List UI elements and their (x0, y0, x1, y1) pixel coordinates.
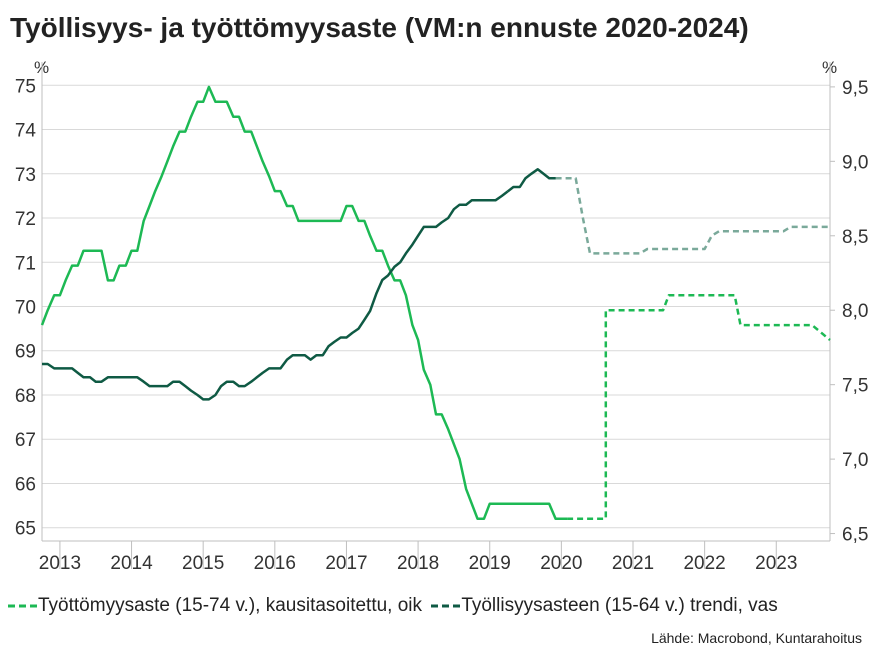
right-tick-label: 7,5 (842, 376, 868, 397)
left-tick-label: 74 (15, 121, 37, 142)
legend-label-unemployment: Työttömyysaste (15-74 v.), kausitasoitet… (38, 595, 423, 616)
left-tick-label: 68 (15, 386, 36, 407)
legend-swatch-unemployment (8, 604, 38, 608)
x-tick-label: 2018 (397, 553, 439, 574)
right-tick-label: 8,0 (842, 301, 868, 322)
left-tick-label: 67 (15, 430, 36, 451)
right-tick-label: 7,0 (842, 450, 868, 471)
x-tick-label: 2022 (683, 553, 725, 574)
x-tick-label: 2023 (755, 553, 797, 574)
legend-item-employment: Työllisyysasteen (15-64 v.) trendi, vas (431, 595, 778, 617)
left-tick-label: 70 (15, 298, 36, 319)
x-tick-label: 2013 (39, 553, 81, 574)
employment-line-solid-2 (42, 190, 509, 401)
right-tick-label: 6,5 (842, 525, 868, 546)
x-tick-label: 2019 (469, 553, 511, 574)
x-tick-label: 2016 (254, 553, 296, 574)
left-tick-label: 75 (15, 76, 36, 97)
legend-item-unemployment: Työttömyysaste (15-74 v.), kausitasoitet… (8, 595, 422, 617)
legend-swatch-employment (431, 604, 462, 608)
x-tick-label: 2015 (182, 553, 224, 574)
chart-title: Työllisyys- ja työttömyysaste (VM:n ennu… (10, 12, 749, 43)
legend: Työttömyysaste (15-74 v.), kausitasoitet… (8, 594, 782, 617)
source-note: Lähde: Macrobond, Kuntarahoitus (651, 630, 862, 646)
x-tick-label: 2014 (110, 553, 153, 574)
employment-line-solid-3 (506, 168, 562, 193)
left-tick-label: 73 (15, 165, 36, 186)
x-tick-label: 2021 (612, 553, 654, 574)
legend-label-employment: Työllisyysasteen (15-64 v.) trendi, vas (461, 595, 778, 616)
left-tick-label: 66 (15, 474, 36, 495)
x-tick-label: 2017 (325, 553, 367, 574)
unemployment-line-solid-0 (40, 85, 568, 520)
left-tick-label: 71 (15, 253, 36, 274)
right-tick-label: 9,0 (842, 152, 868, 173)
x-tick-label: 2020 (540, 553, 582, 574)
left-tick-label: 69 (15, 342, 36, 363)
unemployment-line-dashed-1 (567, 294, 831, 520)
left-tick-label: 65 (15, 519, 36, 540)
employment-line-dashed-4 (555, 176, 830, 255)
left-tick-label: 72 (15, 209, 36, 230)
right-tick-label: 8,5 (842, 227, 868, 248)
right-tick-label: 9,5 (842, 78, 868, 99)
